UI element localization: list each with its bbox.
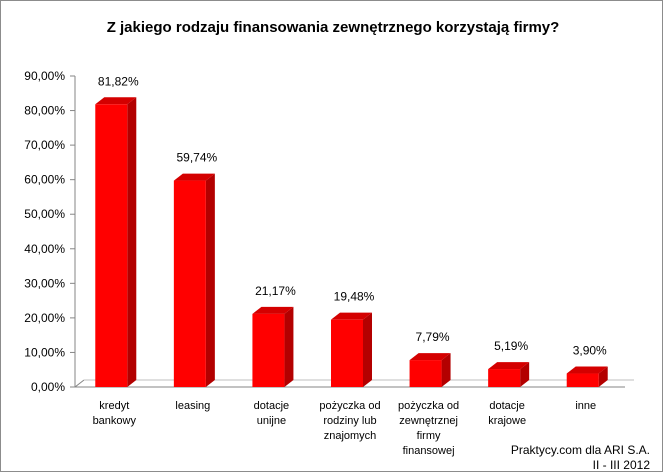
data-label: 59,74% [177,151,218,165]
bar-side [520,362,530,387]
y-tick-label: 30,00% [24,276,65,290]
bar-side [205,173,215,387]
data-label: 5,19% [494,339,528,353]
bar-front [173,180,206,387]
category-label: pożyczka od rodziny lub znajomych [319,400,380,442]
bar-top [252,306,294,314]
chart-title: Z jakiego rodzaju finansowania zewnętrzn… [107,19,560,36]
x-axis-categories: kredyt bankowy leasing dotacje unijne pożyczk… [93,400,597,457]
bars: 81,82% 59,74% 21,17% 19,48% 7,79% 5,19% 3,90% [95,74,608,387]
category-label: leasing [175,400,210,412]
bar [488,362,530,387]
y-axis-ticks: 0,00% 10,00% 20,00% 30,00% 40,00% 50,00% 60,00… [24,69,75,394]
bar [95,97,137,387]
category-label: kredyt bankowy [93,400,137,427]
bar-front [488,369,521,387]
bar-front [409,360,442,387]
category-label: inne [575,400,596,412]
data-label: 19,48% [334,290,375,304]
y-tick-label: 40,00% [24,242,65,256]
bar [566,366,608,387]
bar [409,353,451,387]
bar-side [127,97,137,387]
data-label: 81,82% [98,74,139,88]
bar-front [95,104,128,387]
data-label: 3,90% [573,344,607,358]
bar-top [566,366,608,374]
bar [252,306,294,387]
bar-side [284,306,294,387]
data-label: 21,17% [255,284,296,298]
bar-side [441,353,451,387]
category-label: dotacje unijne [254,400,289,427]
source-line-2: II - III 2012 [593,458,651,472]
bar-front [566,373,599,387]
category-label: dotacje krajowe [488,400,526,427]
bar-top [331,312,372,320]
bar [173,173,215,387]
y-tick-label: 20,00% [24,311,65,325]
data-label: 7,79% [416,330,450,344]
bar-top [488,362,530,370]
y-tick-label: 80,00% [24,104,65,118]
bar-side [598,366,608,387]
bar-front [252,313,285,387]
bar [331,312,372,387]
category-label: pożyczka od zewnętrznej firmy finansowej [398,400,459,457]
source-line-1: Praktycy.com dla ARI S.A. [511,443,650,457]
y-tick-label: 60,00% [24,173,65,187]
floor-edge [74,379,85,388]
y-tick-label: 0,00% [31,380,65,394]
bar-top [95,97,137,105]
bar-top [173,173,215,181]
bar-side [363,312,372,387]
y-tick-label: 90,00% [24,69,65,83]
y-tick-label: 10,00% [24,345,65,359]
y-tick-label: 70,00% [24,138,65,152]
bar-front [331,319,363,387]
y-tick-label: 50,00% [24,207,65,221]
bar-top [409,353,451,361]
